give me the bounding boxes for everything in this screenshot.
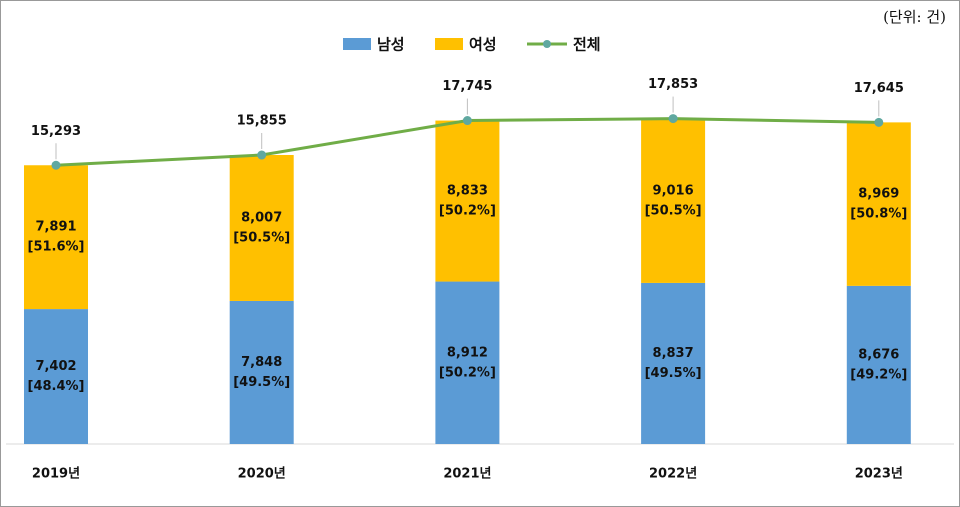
bar-value-label: 7,891 <box>35 220 76 235</box>
bar <box>435 281 500 444</box>
bar <box>24 165 88 310</box>
bar-value-label: 8,007 <box>241 210 282 225</box>
line-value-label: 17,745 <box>442 79 492 94</box>
bar-value-label: 7,402 <box>35 359 76 374</box>
bar-share-label: [50.5%] <box>233 230 290 245</box>
line-value-label: 17,645 <box>854 81 904 96</box>
legend-label: 여성 <box>469 36 497 54</box>
line-marker <box>462 116 472 126</box>
bar <box>435 120 500 282</box>
x-tick-label: 2020년 <box>238 467 286 482</box>
legend-swatch <box>435 38 463 50</box>
line-marker <box>668 114 678 124</box>
x-tick-label: 2021년 <box>443 467 491 482</box>
bar <box>229 300 294 444</box>
bar-value-label: 8,833 <box>447 184 488 199</box>
bar-value-label: 8,837 <box>653 346 694 361</box>
bar-share-label: [49.5%] <box>645 366 702 381</box>
bar-share-label: [50.2%] <box>439 365 496 380</box>
bar <box>846 285 911 444</box>
bar <box>229 155 294 301</box>
bar-value-label: 8,676 <box>858 347 899 362</box>
bar-value-label: 8,912 <box>447 345 488 360</box>
line-marker <box>257 150 267 160</box>
bar <box>24 309 88 444</box>
bar-value-label: 9,016 <box>653 183 694 198</box>
line-value-label: 17,853 <box>648 77 698 92</box>
bar-value-label: 8,969 <box>858 187 899 202</box>
unit-note: (단위: 건) <box>883 8 946 26</box>
x-tick-label: 2022년 <box>649 467 697 482</box>
legend-label: 전체 <box>573 36 601 54</box>
bar <box>846 122 911 286</box>
bar <box>641 282 706 444</box>
bar-share-label: [50.5%] <box>645 203 702 218</box>
x-tick-label: 2019년 <box>32 467 80 482</box>
line-value-label: 15,293 <box>31 124 81 139</box>
bar-share-label: [48.4%] <box>28 379 85 394</box>
bar-share-label: [51.6%] <box>28 240 85 255</box>
legend-marker <box>543 40 551 48</box>
bar-share-label: [50.2%] <box>439 204 496 219</box>
bar <box>641 118 706 283</box>
legend-label: 남성 <box>377 36 405 54</box>
bar-value-label: 7,848 <box>241 355 282 370</box>
bar-share-label: [49.2%] <box>850 367 907 382</box>
bar-share-label: [49.5%] <box>233 375 290 390</box>
line-marker <box>874 117 884 127</box>
line-value-label: 15,855 <box>237 114 287 129</box>
bar-share-label: [50.8%] <box>850 207 907 222</box>
x-tick-label: 2023년 <box>855 467 903 482</box>
legend-swatch <box>343 38 371 50</box>
line-marker <box>51 160 61 170</box>
